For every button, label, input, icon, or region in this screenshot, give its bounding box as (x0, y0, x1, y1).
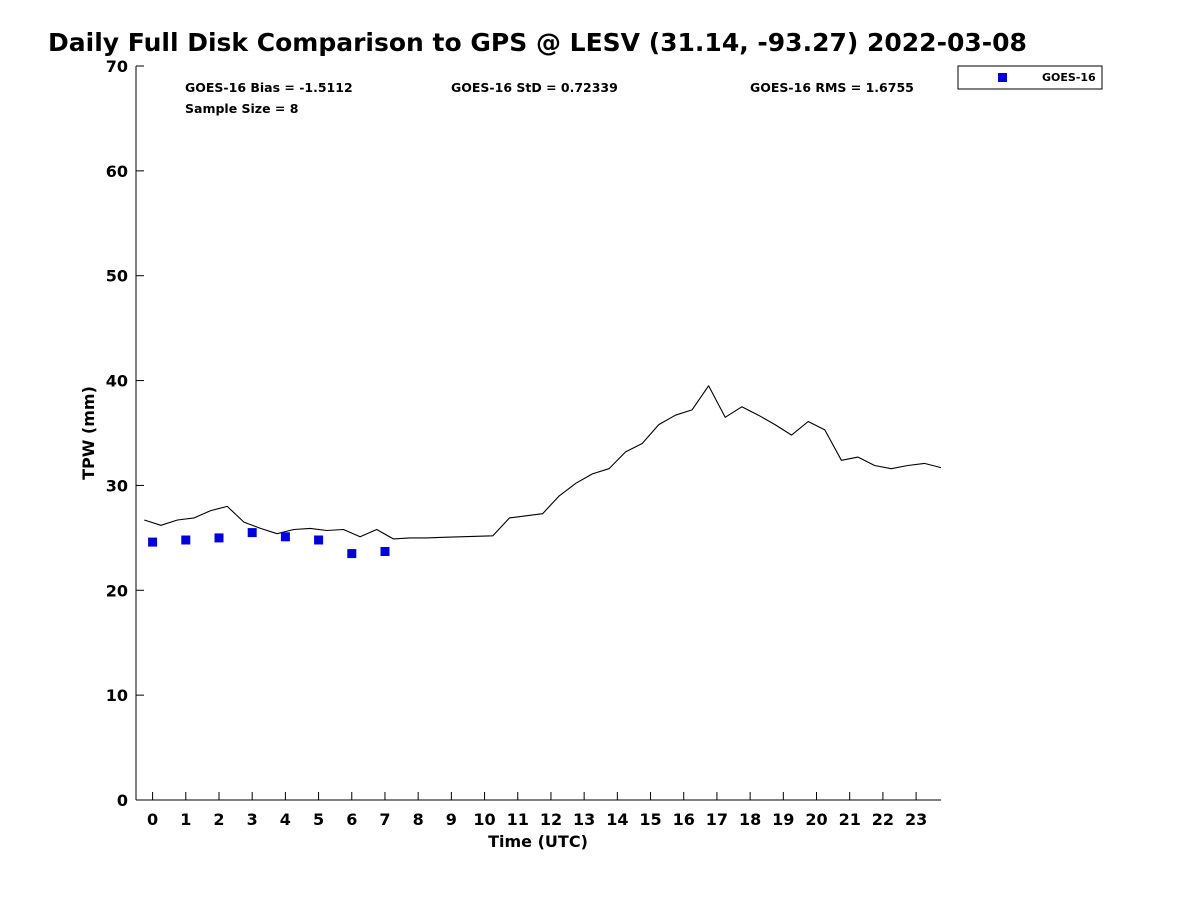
x-tick-label: 4 (280, 810, 291, 829)
x-tick-label: 11 (507, 810, 529, 829)
x-tick-label: 23 (905, 810, 927, 829)
x-tick-label: 16 (673, 810, 695, 829)
legend-box (957, 65, 1103, 90)
x-tick-label: 1 (180, 810, 191, 829)
x-tick-label: 3 (247, 810, 258, 829)
legend: GOES-16 (957, 65, 1103, 90)
x-tick-label: 9 (446, 810, 457, 829)
y-tick-label: 0 (117, 791, 128, 810)
x-tick-label: 22 (872, 810, 894, 829)
goes16-point (280, 532, 290, 542)
x-tick-label: 15 (639, 810, 661, 829)
x-tick-label: 5 (313, 810, 324, 829)
x-tick-label: 7 (379, 810, 390, 829)
x-tick-label: 12 (540, 810, 562, 829)
x-tick-label: 13 (573, 810, 595, 829)
x-tick-label: 19 (772, 810, 794, 829)
x-tick-label: 10 (473, 810, 495, 829)
goes16-point (247, 528, 257, 538)
x-tick-label: 20 (805, 810, 827, 829)
goes16-point (314, 535, 324, 545)
stat-rms: GOES-16 RMS = 1.6755 (750, 80, 914, 95)
goes16-point (347, 549, 357, 559)
y-tick-label: 60 (106, 162, 128, 181)
x-tick-label: 8 (413, 810, 424, 829)
y-tick-label: 30 (106, 476, 128, 495)
y-tick-label: 50 (106, 267, 128, 286)
goes16-points-layer (148, 528, 390, 559)
x-tick-label: 6 (346, 810, 357, 829)
goes16-point (214, 533, 224, 543)
legend-label-goes16: GOES-16 (1042, 71, 1096, 84)
y-tick-label: 20 (106, 581, 128, 600)
goes16-point (181, 535, 191, 545)
stat-bias: GOES-16 Bias = -1.5112 (185, 80, 353, 95)
stat-sample-size: Sample Size = 8 (185, 101, 298, 116)
gps-line-layer (144, 385, 942, 540)
gps-tpw-line (144, 385, 942, 540)
x-axis-title: Time (UTC) (488, 832, 588, 851)
goes16-point (148, 537, 158, 547)
y-tick-label: 40 (106, 372, 128, 391)
y-axis-title: TPW (mm) (79, 386, 98, 480)
x-tick-label: 14 (606, 810, 628, 829)
goes16-point (380, 547, 390, 556)
x-tick-label: 0 (147, 810, 158, 829)
y-tick-label: 10 (106, 686, 128, 705)
legend-marker-goes16 (998, 73, 1007, 82)
y-tick-label: 70 (106, 57, 128, 76)
stat-std: GOES-16 StD = 0.72339 (451, 80, 618, 95)
x-tick-label: 17 (706, 810, 728, 829)
x-tick-label: 21 (839, 810, 861, 829)
x-tick-label: 2 (213, 810, 224, 829)
axes (135, 66, 941, 801)
chart-title: Daily Full Disk Comparison to GPS @ LESV… (48, 28, 1027, 57)
x-tick-label: 18 (739, 810, 761, 829)
